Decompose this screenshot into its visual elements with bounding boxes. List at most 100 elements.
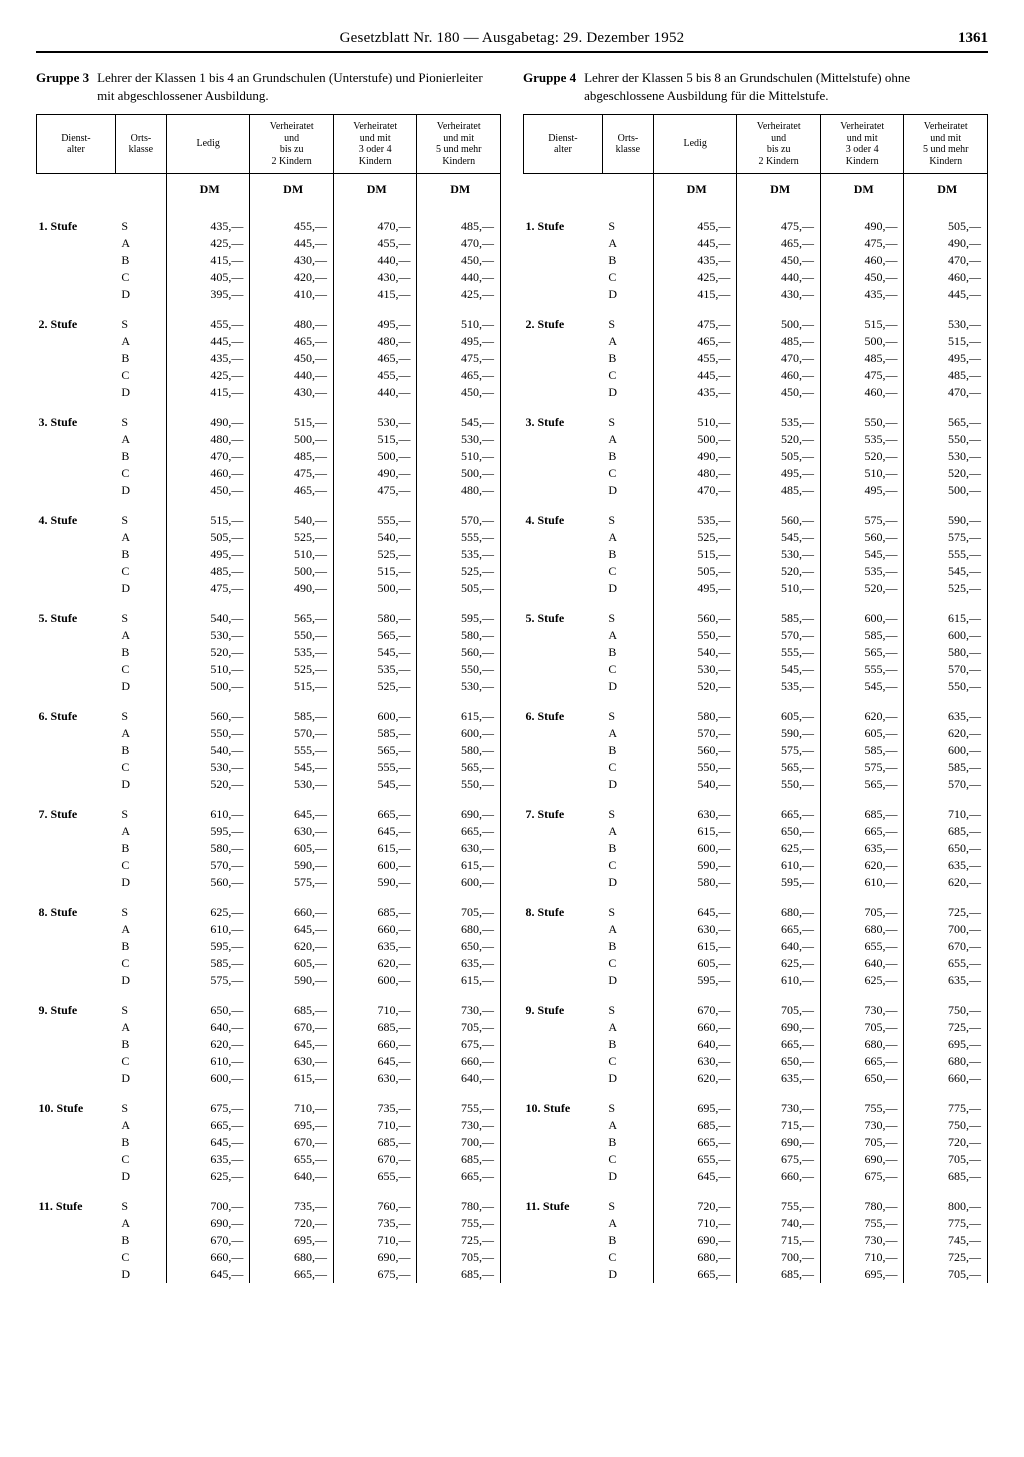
salary-value: 695,— bbox=[250, 1117, 334, 1134]
salary-value: 635,— bbox=[904, 857, 988, 874]
salary-value: 445,— bbox=[166, 333, 250, 350]
salary-value: 555,— bbox=[417, 529, 501, 546]
ortsklasse-cell: B bbox=[115, 252, 166, 269]
salary-value: 560,— bbox=[820, 529, 904, 546]
salary-value: 495,— bbox=[904, 350, 988, 367]
salary-value: 635,— bbox=[820, 840, 904, 857]
salary-value: 600,— bbox=[820, 597, 904, 627]
salary-value: 450,— bbox=[417, 252, 501, 269]
salary-value: 430,— bbox=[737, 286, 821, 303]
salary-value: 630,— bbox=[250, 823, 334, 840]
salary-value: 650,— bbox=[417, 938, 501, 955]
salary-value: 540,— bbox=[250, 499, 334, 529]
salary-value: 665,— bbox=[333, 793, 417, 823]
dienstalter-cell bbox=[37, 742, 116, 759]
salary-value: 675,— bbox=[737, 1151, 821, 1168]
salary-value: 615,— bbox=[250, 1070, 334, 1087]
salary-value: 585,— bbox=[820, 742, 904, 759]
ortsklasse-cell: S bbox=[115, 1087, 166, 1117]
salary-value: 440,— bbox=[333, 384, 417, 401]
salary-value: 485,— bbox=[417, 205, 501, 235]
salary-value: 495,— bbox=[653, 580, 737, 597]
dienstalter-cell bbox=[524, 874, 603, 891]
dienstalter-cell bbox=[524, 252, 603, 269]
salary-value: 545,— bbox=[737, 529, 821, 546]
salary-value: 455,— bbox=[653, 350, 737, 367]
dienstalter-cell bbox=[37, 252, 116, 269]
salary-value: 470,— bbox=[737, 350, 821, 367]
salary-value: 485,— bbox=[737, 333, 821, 350]
salary-value: 550,— bbox=[904, 678, 988, 695]
dienstalter-cell bbox=[524, 465, 603, 482]
salary-value: 560,— bbox=[166, 874, 250, 891]
dienstalter-cell bbox=[524, 1151, 603, 1168]
ortsklasse-cell: C bbox=[115, 857, 166, 874]
salary-value: 485,— bbox=[820, 350, 904, 367]
salary-value: 460,— bbox=[166, 465, 250, 482]
salary-value: 775,— bbox=[904, 1215, 988, 1232]
dienstalter-cell: 10. Stufe bbox=[524, 1087, 603, 1117]
dienstalter-cell: 4. Stufe bbox=[524, 499, 603, 529]
salary-value: 755,— bbox=[417, 1087, 501, 1117]
ortsklasse-cell: C bbox=[602, 857, 653, 874]
salary-value: 655,— bbox=[333, 1168, 417, 1185]
ortsklasse-cell: C bbox=[115, 1151, 166, 1168]
salary-value: 630,— bbox=[417, 840, 501, 857]
salary-value: 550,— bbox=[417, 661, 501, 678]
ortsklasse-cell: B bbox=[602, 350, 653, 367]
salary-value: 610,— bbox=[166, 793, 250, 823]
ortsklasse-cell: C bbox=[602, 367, 653, 384]
salary-value: 665,— bbox=[653, 1266, 737, 1283]
salary-value: 605,— bbox=[820, 725, 904, 742]
salary-value: 635,— bbox=[417, 955, 501, 972]
ortsklasse-cell: B bbox=[115, 840, 166, 857]
salary-value: 570,— bbox=[653, 725, 737, 742]
salary-value: 660,— bbox=[653, 1019, 737, 1036]
ortsklasse-cell: C bbox=[115, 1053, 166, 1070]
salary-value: 550,— bbox=[820, 401, 904, 431]
salary-value: 730,— bbox=[737, 1087, 821, 1117]
salary-value: 505,— bbox=[737, 448, 821, 465]
salary-value: 645,— bbox=[250, 1036, 334, 1053]
salary-value: 565,— bbox=[417, 759, 501, 776]
salary-value: 645,— bbox=[653, 1168, 737, 1185]
salary-value: 625,— bbox=[737, 840, 821, 857]
salary-value: 535,— bbox=[417, 546, 501, 563]
column-header: Ledig bbox=[653, 115, 737, 174]
dienstalter-cell: 7. Stufe bbox=[37, 793, 116, 823]
ortsklasse-cell: D bbox=[115, 1070, 166, 1087]
salary-value: 615,— bbox=[417, 972, 501, 989]
ortsklasse-cell: S bbox=[115, 205, 166, 235]
salary-value: 475,— bbox=[820, 235, 904, 252]
currency-header: DM bbox=[417, 174, 501, 206]
dienstalter-cell bbox=[37, 333, 116, 350]
salary-value: 560,— bbox=[166, 695, 250, 725]
ortsklasse-cell: C bbox=[602, 465, 653, 482]
salary-value: 580,— bbox=[417, 627, 501, 644]
salary-value: 725,— bbox=[904, 1249, 988, 1266]
ortsklasse-cell: D bbox=[602, 1168, 653, 1185]
salary-value: 440,— bbox=[737, 269, 821, 286]
dienstalter-cell: 3. Stufe bbox=[37, 401, 116, 431]
salary-value: 600,— bbox=[166, 1070, 250, 1087]
salary-value: 710,— bbox=[653, 1215, 737, 1232]
salary-value: 565,— bbox=[333, 627, 417, 644]
salary-value: 635,— bbox=[904, 695, 988, 725]
salary-value: 585,— bbox=[820, 627, 904, 644]
salary-value: 535,— bbox=[250, 644, 334, 661]
salary-value: 690,— bbox=[417, 793, 501, 823]
salary-value: 540,— bbox=[653, 644, 737, 661]
salary-value: 480,— bbox=[653, 465, 737, 482]
salary-value: 800,— bbox=[904, 1185, 988, 1215]
salary-value: 475,— bbox=[737, 205, 821, 235]
ortsklasse-cell: B bbox=[602, 938, 653, 955]
ortsklasse-cell: D bbox=[115, 776, 166, 793]
salary-value: 475,— bbox=[417, 350, 501, 367]
dienstalter-cell: 11. Stufe bbox=[37, 1185, 116, 1215]
salary-value: 550,— bbox=[653, 759, 737, 776]
ortsklasse-cell: A bbox=[602, 431, 653, 448]
salary-value: 695,— bbox=[250, 1232, 334, 1249]
ortsklasse-cell: C bbox=[602, 1053, 653, 1070]
salary-value: 655,— bbox=[653, 1151, 737, 1168]
salary-value: 755,— bbox=[737, 1185, 821, 1215]
